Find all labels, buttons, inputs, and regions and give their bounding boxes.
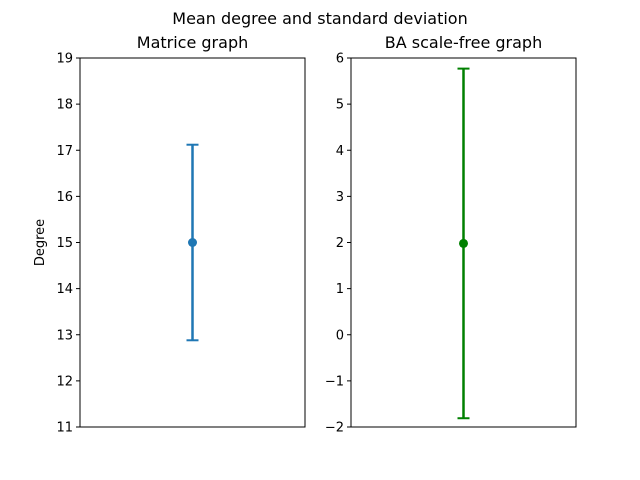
y-tick-label: 4 bbox=[336, 144, 344, 159]
y-axis-label: Degree bbox=[33, 219, 48, 266]
subplot-ba-scale-free-graph: BA scale-free graph −2 −1 0 1 2 3 4 5 6 bbox=[325, 33, 577, 436]
y-tick-label: 11 bbox=[56, 421, 73, 436]
y-axis-ticks: −2 −1 0 1 2 3 4 5 6 bbox=[325, 52, 351, 436]
y-tick-label: −2 bbox=[325, 421, 344, 436]
subplot-matrice-graph: Matrice graph Degree 11 12 13 14 15 16 17 18 19 bbox=[33, 33, 306, 436]
errorbar-series bbox=[457, 67, 470, 420]
axes-frame bbox=[350, 57, 577, 428]
y-tick-label: 16 bbox=[56, 190, 73, 205]
y-tick-label: −1 bbox=[325, 374, 344, 389]
y-tick-label: 1 bbox=[336, 282, 344, 297]
y-tick-label: 18 bbox=[56, 98, 73, 113]
errorbar-series bbox=[186, 143, 199, 342]
y-tick-label: 15 bbox=[56, 236, 73, 251]
mean-marker bbox=[459, 238, 468, 248]
y-tick-label: 2 bbox=[336, 236, 344, 251]
axes-frame bbox=[79, 57, 306, 428]
y-tick-label: 6 bbox=[336, 52, 344, 67]
mean-marker bbox=[188, 238, 197, 247]
subplot-title: Matrice graph bbox=[137, 33, 248, 52]
y-tick-label: 14 bbox=[56, 282, 73, 297]
y-tick-label: 12 bbox=[56, 374, 73, 389]
figure-title: Mean degree and standard deviation bbox=[172, 9, 467, 28]
y-axis-ticks: 11 12 13 14 15 16 17 18 19 bbox=[56, 52, 80, 436]
y-tick-label: 13 bbox=[56, 328, 73, 343]
y-tick-label: 19 bbox=[56, 52, 73, 67]
subplot-title: BA scale-free graph bbox=[385, 33, 542, 52]
y-tick-label: 17 bbox=[56, 144, 73, 159]
y-tick-label: 5 bbox=[336, 98, 344, 113]
y-tick-label: 0 bbox=[336, 328, 344, 343]
y-tick-label: 3 bbox=[336, 190, 344, 205]
